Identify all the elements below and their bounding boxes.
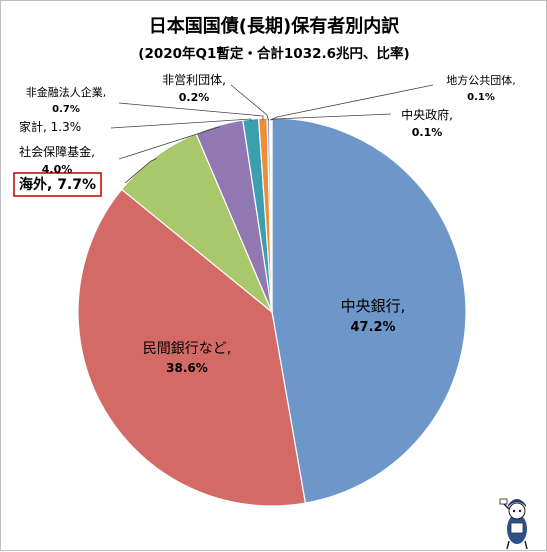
pie-slice [270,117,273,313]
slice-value: 0.2% [179,91,210,104]
slice-label: 家計, 1.3% [19,119,81,134]
leader-line [110,118,252,129]
leader-line [124,158,157,184]
slice-label: 海外, 7.7% [19,176,96,193]
pie-slices [77,117,467,507]
slice-label: 中央銀行, [341,297,406,315]
slice-value: 0.7% [52,104,80,115]
chart-title: 日本国国債(長期)保有者別内訳 [149,15,400,37]
data-labels: 中央銀行, 47.2% 民間銀行など, 38.6% 海外, 7.7% 社会保障基金, 4.0… [13,73,516,375]
slice-value: 0.1% [412,126,443,139]
pie-slice [120,132,273,313]
leader-line [118,126,220,160]
pie-slice [271,117,467,504]
slice-label: 非営利団体, [162,73,226,87]
mascot-illustration [499,498,528,550]
slice-value: 38.6% [166,361,208,375]
slice-label: 民間銀行など, [143,341,231,357]
slice-label: 社会保障基金, [19,144,95,159]
leader-lines [110,84,434,184]
leader-line [270,84,434,121]
slice-label: 中央政府, [401,107,453,122]
slice-value: 0.1% [467,92,495,103]
slice-label: 地方公共団体, [446,73,516,87]
slice-value: 47.2% [350,320,395,335]
leader-line [271,113,392,121]
highlight-box [13,172,102,197]
leader-line [230,84,269,121]
chart-subtitle: (2020年Q1暫定・合計1032.6兆円、比率) [138,45,409,62]
slice-label: 非金融法人企業, [26,85,107,99]
pie-slice [77,188,307,507]
leader-line [118,102,264,121]
slice-value: 4.0% [42,163,73,176]
